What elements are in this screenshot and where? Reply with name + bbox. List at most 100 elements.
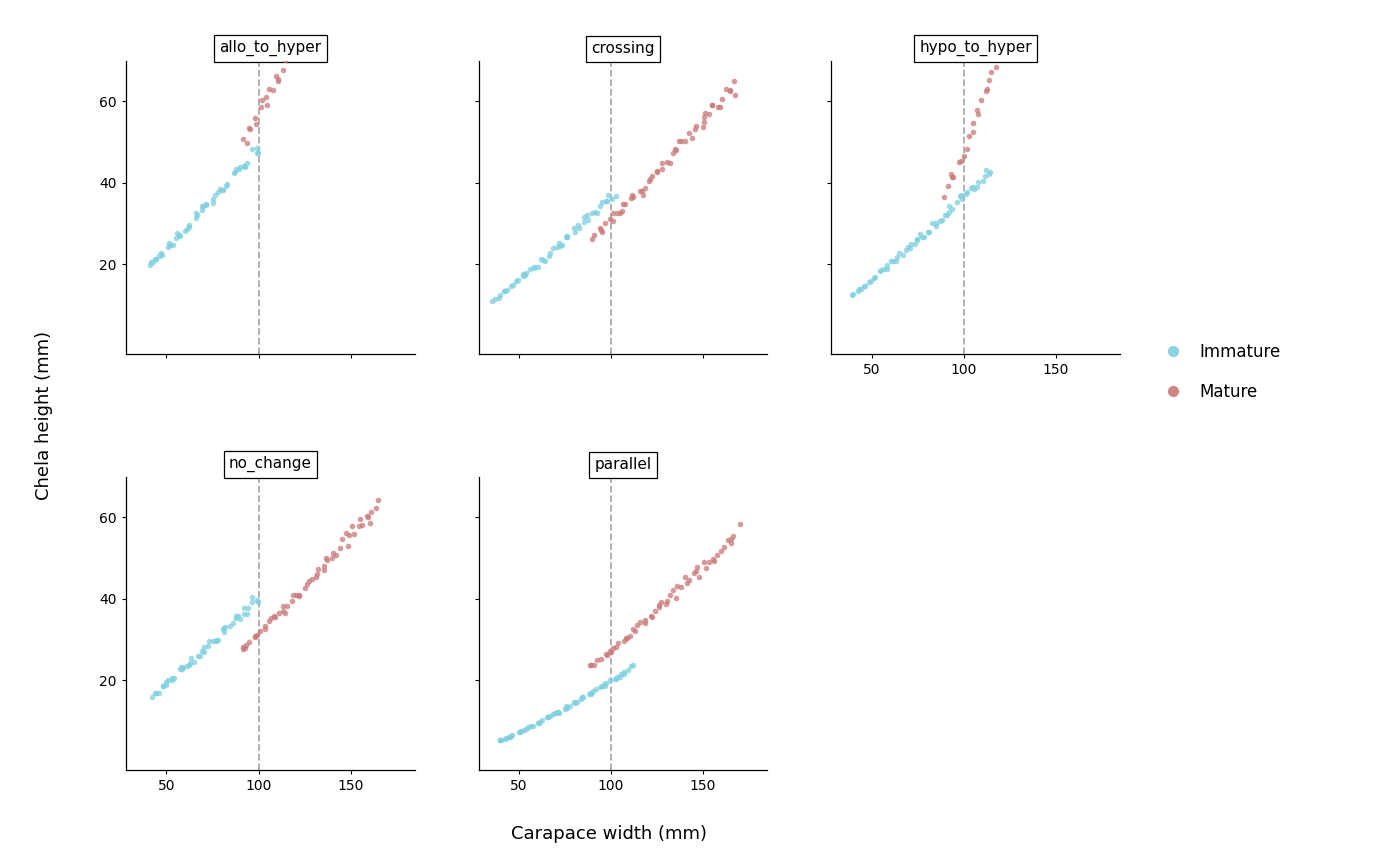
Text: parallel: parallel [595, 458, 651, 472]
Point [357, 509, 379, 523]
Point [581, 684, 603, 698]
Point [232, 640, 255, 654]
Point [531, 713, 553, 727]
Point [546, 705, 568, 719]
Point [267, 73, 290, 87]
Point [668, 135, 690, 149]
Point [666, 579, 689, 593]
Point [671, 134, 693, 148]
Point [216, 177, 238, 191]
Point [223, 165, 245, 179]
Point [249, 624, 272, 638]
Point [686, 561, 708, 574]
Point [335, 526, 357, 540]
Point [722, 529, 745, 542]
Point [580, 658, 602, 672]
Legend: Immature, Mature: Immature, Mature [1149, 336, 1287, 407]
Point [925, 216, 948, 230]
Text: allo_to_hyper: allo_to_hyper [220, 40, 322, 56]
Point [563, 221, 585, 235]
Point [585, 207, 608, 221]
Point [339, 528, 361, 541]
Point [251, 93, 273, 106]
Point [526, 716, 549, 730]
Point [676, 576, 699, 590]
Point [169, 662, 192, 676]
Point [693, 554, 715, 568]
Point [202, 192, 224, 206]
Point [573, 210, 595, 224]
Point [161, 238, 183, 252]
Point [595, 195, 617, 208]
Point [556, 229, 578, 243]
Point [168, 228, 190, 242]
Point [234, 601, 256, 615]
Point [634, 612, 657, 626]
Point [213, 621, 235, 635]
Point [949, 155, 972, 169]
Point [272, 605, 294, 618]
Point [519, 719, 542, 733]
Point [706, 548, 728, 562]
Point [896, 240, 918, 254]
Point [519, 262, 542, 276]
Point [606, 206, 629, 220]
Point [615, 631, 637, 645]
Point [500, 728, 522, 742]
Point [210, 183, 232, 196]
Point [517, 720, 539, 734]
Point [197, 638, 220, 652]
Point [246, 628, 269, 642]
Point [162, 671, 185, 685]
Point [680, 131, 703, 145]
Point [710, 544, 732, 558]
Point [634, 182, 657, 195]
Point [144, 686, 167, 700]
Point [934, 190, 956, 204]
Point [556, 230, 578, 244]
Point [612, 634, 634, 648]
Point [147, 686, 169, 700]
Point [594, 679, 616, 693]
Point [631, 189, 654, 202]
Point [547, 707, 570, 721]
Point [532, 253, 554, 267]
Point [245, 593, 267, 606]
Point [854, 279, 876, 292]
Point [244, 630, 266, 644]
Point [605, 189, 627, 203]
Point [144, 686, 167, 700]
Point [274, 53, 297, 67]
Point [258, 81, 280, 95]
Point [650, 595, 672, 609]
Point [582, 658, 605, 672]
Point [678, 126, 700, 140]
Point [960, 181, 983, 195]
Point [546, 240, 568, 253]
Point [946, 195, 969, 208]
Point [728, 517, 750, 531]
Point [237, 601, 259, 615]
Point [888, 247, 910, 260]
Point [542, 707, 564, 721]
Point [585, 682, 608, 695]
Point [906, 233, 928, 247]
Point [322, 546, 344, 560]
Point [179, 651, 202, 665]
Text: crossing: crossing [591, 42, 655, 56]
Point [312, 559, 335, 573]
Point [602, 206, 624, 220]
Point [976, 82, 998, 96]
Point [186, 649, 209, 663]
Point [294, 581, 316, 595]
Point [613, 667, 636, 681]
Point [301, 0, 323, 8]
Point [189, 650, 211, 663]
Point [207, 185, 230, 199]
Point [869, 265, 892, 279]
Point [917, 226, 939, 240]
Point [592, 677, 615, 691]
Point [484, 292, 507, 305]
Point [966, 180, 988, 194]
Text: Carapace width (mm): Carapace width (mm) [511, 825, 707, 843]
